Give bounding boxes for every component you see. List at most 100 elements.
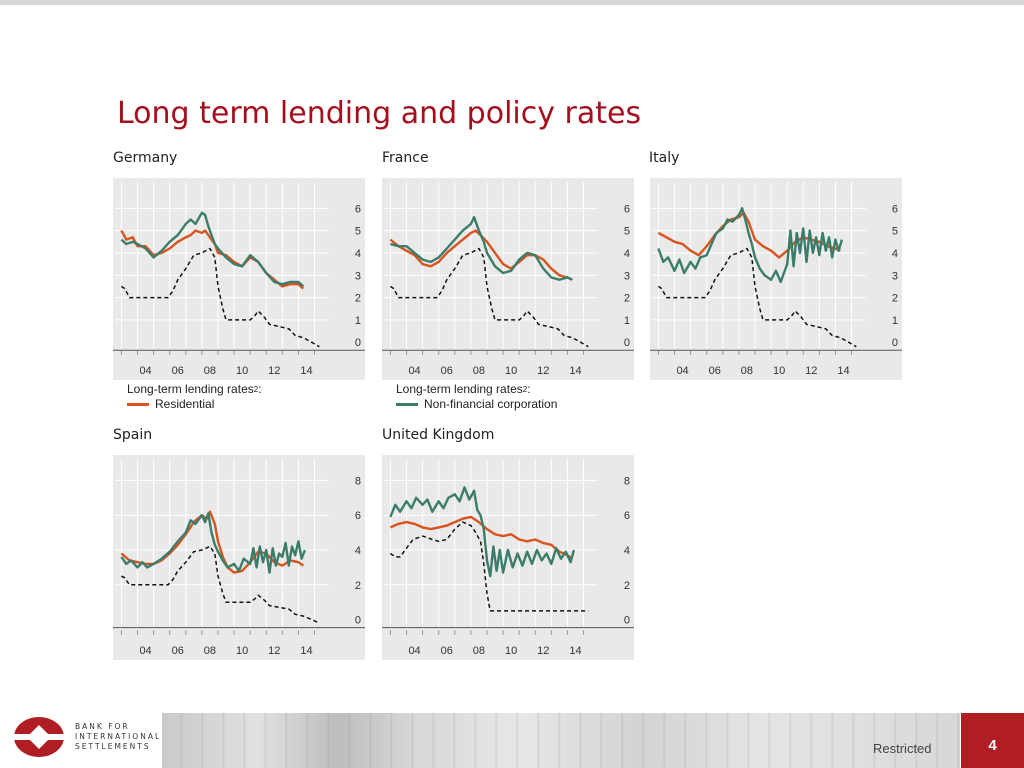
y-tick-label: 8: [624, 475, 630, 487]
panel-title-spain: Spain: [113, 427, 153, 443]
x-tick-label: 06: [441, 365, 453, 377]
y-tick-label: 1: [892, 315, 898, 327]
restricted-label: Restricted: [873, 741, 932, 756]
panel-title-germany: Germany: [113, 150, 178, 166]
x-tick-label: 14: [300, 365, 312, 377]
x-tick-label: 04: [676, 365, 688, 377]
page-number: 4: [988, 737, 997, 754]
policy-rate-line: [389, 247, 589, 348]
x-tick-label: 14: [569, 645, 581, 657]
chart-svg-spain: 0 2 4 6 8 04 06 08 10 12 14: [113, 459, 365, 657]
y-tick-label: 4: [892, 248, 898, 260]
y-tick-label: 2: [624, 293, 630, 305]
panel-title-france: France: [382, 150, 429, 166]
nonfinancial-line: [389, 486, 576, 578]
chart-italy: 0 1 2 3 4 5 6 04 06 08 10 12 14: [650, 178, 902, 380]
x-tick-label: 12: [537, 645, 549, 657]
x-tick-label: 06: [709, 365, 721, 377]
x-tick-label: 04: [408, 645, 420, 657]
chart-svg-uk: 0 2 4 6 8 04 06 08 10 12 14: [382, 459, 634, 657]
x-tick-label: 12: [268, 645, 280, 657]
x-tick-label: 04: [139, 645, 151, 657]
y-tick-label: 6: [892, 203, 898, 215]
x-tick-label: 06: [441, 645, 453, 657]
legend-heading-sup: 2: [522, 385, 528, 394]
x-tick-label: 04: [139, 365, 151, 377]
slide-title: Long term lending and policy rates: [117, 96, 642, 131]
y-tick-label: 6: [624, 510, 630, 522]
logo-line-3: SETTLEMENTS: [75, 742, 151, 751]
x-tick-label: 14: [300, 645, 312, 657]
policy-rate-line: [657, 247, 857, 348]
x-tick-label: 12: [268, 365, 280, 377]
panel-title-italy: Italy: [649, 150, 680, 166]
chart-uk: 0 2 4 6 8 04 06 08 10 12 14: [382, 455, 634, 660]
y-tick-label: 2: [624, 580, 630, 592]
y-tick-label: 4: [624, 545, 630, 557]
x-tick-label: 06: [172, 645, 184, 657]
x-tick-label: 12: [805, 365, 817, 377]
footer-building-photo: [162, 713, 960, 768]
top-bar: [0, 0, 1024, 5]
x-tick-label: 14: [569, 365, 581, 377]
x-tick-label: 08: [204, 365, 216, 377]
panel-title-uk: United Kingdom: [382, 427, 495, 443]
legend-france: Long-term lending rates 2: Non-financial …: [396, 382, 557, 412]
legend-item-nonfinancial: Non-financial corporation: [396, 397, 557, 412]
logo-line-1: BANK FOR: [75, 722, 130, 731]
nonfinancial-line: [390, 216, 573, 281]
x-tick-label: 10: [236, 645, 248, 657]
y-tick-label: 5: [355, 226, 361, 238]
y-tick-label: 2: [355, 293, 361, 305]
page-number-box: 4: [961, 713, 1024, 768]
chart-spain: 0 2 4 6 8 04 06 08 10 12 14: [113, 455, 365, 660]
x-tick-label: 14: [837, 365, 849, 377]
legend-heading: Long-term lending rates 2:: [127, 382, 262, 397]
y-tick-label: 2: [355, 580, 361, 592]
chart-france: 0 1 2 3 4 5 6 04 06 08 10 12 14: [382, 178, 634, 380]
x-tick-label: 10: [505, 645, 517, 657]
y-tick-label: 5: [624, 226, 630, 238]
y-tick-label: 3: [892, 270, 898, 282]
bis-logo-mark: [13, 717, 65, 757]
y-tick-label: 0: [892, 337, 898, 349]
x-tick-label: 08: [741, 365, 753, 377]
legend-heading-sup: 2: [253, 385, 259, 394]
x-tick-label: 10: [505, 365, 517, 377]
y-tick-label: 0: [355, 337, 361, 349]
bis-logo: [13, 716, 65, 763]
legend-heading-text: Long-term lending rates: [127, 382, 254, 396]
legend-heading: Long-term lending rates 2:: [396, 382, 557, 397]
y-tick-label: 1: [624, 315, 630, 327]
y-tick-label: 4: [624, 248, 630, 260]
y-tick-label: 1: [355, 315, 361, 327]
legend-heading-suffix: :: [258, 382, 262, 396]
y-tick-label: 0: [624, 615, 630, 627]
y-tick-label: 3: [355, 270, 361, 282]
nonfinancial-line: [657, 207, 844, 284]
x-tick-label: 08: [473, 645, 485, 657]
nonfinancial-line: [120, 512, 307, 574]
legend-item-residential: Residential: [127, 397, 262, 412]
x-tick-label: 10: [773, 365, 785, 377]
policy-rate-line: [121, 545, 320, 624]
y-tick-label: 8: [355, 475, 361, 487]
x-tick-label: 06: [172, 365, 184, 377]
y-tick-label: 6: [624, 203, 630, 215]
y-tick-label: 3: [624, 270, 630, 282]
legend-label-residential: Residential: [155, 397, 215, 411]
legend-label-nonfinancial: Non-financial corporation: [424, 397, 558, 411]
y-tick-label: 0: [355, 615, 361, 627]
y-tick-label: 0: [624, 337, 630, 349]
chart-germany: 0 1 2 3 4 5 6 04 06 08 10 12 14: [113, 178, 365, 380]
x-tick-label: 08: [473, 365, 485, 377]
legend-heading-suffix: :: [527, 382, 531, 396]
legend-heading-text: Long-term lending rates: [396, 382, 523, 396]
y-tick-label: 6: [355, 510, 361, 522]
y-tick-label: 6: [355, 203, 361, 215]
y-tick-label: 4: [355, 248, 361, 260]
legend-swatch-residential: [127, 403, 149, 406]
